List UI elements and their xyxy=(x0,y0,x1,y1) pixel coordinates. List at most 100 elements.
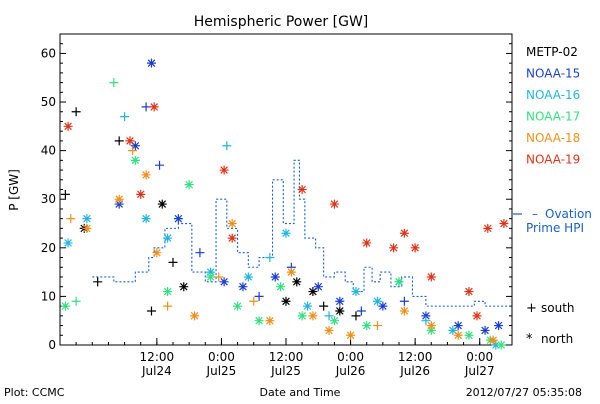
obs-marker-north xyxy=(335,306,345,316)
obs-marker-north xyxy=(227,233,237,243)
observations-layer xyxy=(60,58,509,350)
y-tick-label: 20 xyxy=(41,241,56,255)
obs-marker-north xyxy=(453,330,463,340)
obs-marker-north xyxy=(362,238,372,248)
obs-marker-north xyxy=(329,316,339,326)
obs-marker-north xyxy=(491,340,501,350)
obs-marker-north xyxy=(265,316,275,326)
y-tick-label: 60 xyxy=(41,46,56,60)
obs-marker-north xyxy=(206,272,216,282)
x-tick-date: Jul26 xyxy=(399,364,430,378)
plot-timestamp: 2012/07/27 05:35:08 xyxy=(466,386,582,399)
x-tick-date: Jul25 xyxy=(206,364,237,378)
obs-marker-north xyxy=(448,325,458,335)
obs-marker-south xyxy=(214,272,224,282)
legend: METP-02 NOAA-15 NOAA-16 NOAA-17 NOAA-18 NOAA-… xyxy=(526,45,580,167)
obs-marker-north xyxy=(281,228,291,238)
obs-marker-south xyxy=(128,146,138,156)
model-series-layer xyxy=(92,159,512,307)
x-tick-time: 0:00 xyxy=(466,350,493,364)
obs-marker-north xyxy=(163,287,173,297)
x-axis-label: Date and Time xyxy=(260,386,341,399)
y-axis: 0 10 20 30 40 50 60 xyxy=(41,33,512,352)
obs-marker-north xyxy=(297,311,307,321)
obs-marker-north xyxy=(173,214,183,224)
obs-marker-south xyxy=(265,253,275,263)
model-legend: – Ovation Prime HPI xyxy=(513,207,592,235)
model-legend-dash: – xyxy=(532,207,538,221)
obs-marker-north xyxy=(146,58,156,68)
obs-marker-south xyxy=(356,306,366,316)
legend-entry: NOAA-18 xyxy=(526,131,580,145)
obs-marker-north xyxy=(82,214,92,224)
obs-marker-north xyxy=(233,301,243,311)
obs-marker-north xyxy=(410,243,420,253)
obs-marker-north xyxy=(114,194,124,204)
obs-marker-north xyxy=(190,311,200,321)
obs-marker-south xyxy=(372,321,382,331)
legend-entry: NOAA-19 xyxy=(526,153,580,167)
obs-marker-south xyxy=(120,112,130,122)
obs-marker-north xyxy=(346,330,356,340)
legend-entry: METP-02 xyxy=(526,45,578,59)
obs-marker-south xyxy=(195,248,205,258)
obs-marker-south xyxy=(351,311,361,321)
obs-marker-south xyxy=(319,301,329,311)
obs-marker-north xyxy=(254,316,264,326)
obs-marker-north xyxy=(206,267,216,277)
obs-marker-south xyxy=(222,141,232,151)
obs-marker-south xyxy=(155,160,165,170)
obs-marker-north xyxy=(494,321,504,331)
obs-marker-north xyxy=(464,330,474,340)
chart-title: Hemispheric Power [GW] xyxy=(194,14,369,30)
obs-marker-south xyxy=(254,291,264,301)
obs-marker-north xyxy=(372,296,382,306)
obs-marker-north xyxy=(303,301,313,311)
obs-marker-north xyxy=(179,282,189,292)
obs-marker-north xyxy=(63,238,73,248)
obs-marker-north xyxy=(426,272,436,282)
obs-marker-north xyxy=(324,325,334,335)
marker-legend-label: north xyxy=(541,332,573,346)
model-legend-line1: Ovation xyxy=(545,207,592,221)
obs-marker-north xyxy=(243,272,253,282)
obs-marker-north xyxy=(163,233,173,243)
x-tick-time: 12:00 xyxy=(398,350,433,364)
marker-legend-label: south xyxy=(541,301,575,315)
y-tick-label: 50 xyxy=(41,95,56,109)
obs-marker-south xyxy=(71,296,81,306)
obs-marker-south xyxy=(168,257,178,267)
legend-entry: NOAA-15 xyxy=(526,67,580,81)
obs-marker-south xyxy=(141,102,151,112)
obs-marker-north xyxy=(141,214,151,224)
obs-marker-north xyxy=(184,180,194,190)
marker-legend: + south * north xyxy=(526,301,575,347)
obs-marker-north xyxy=(335,296,345,306)
legend-entry: NOAA-17 xyxy=(526,110,580,124)
obs-marker-south xyxy=(146,306,156,316)
obs-marker-north xyxy=(130,155,140,165)
obs-marker-north xyxy=(227,219,237,229)
obs-marker-north xyxy=(351,287,361,297)
obs-marker-north xyxy=(141,170,151,180)
y-axis-label: P [GW] xyxy=(7,169,21,211)
obs-marker-north xyxy=(329,199,339,209)
x-tick-date: Jul25 xyxy=(270,364,301,378)
y-tick-label: 30 xyxy=(41,192,56,206)
obs-marker-north xyxy=(114,199,124,209)
obs-marker-north xyxy=(472,311,482,321)
obs-marker-north xyxy=(276,282,286,292)
obs-marker-north xyxy=(125,136,135,146)
obs-marker-north xyxy=(378,301,388,311)
obs-marker-south xyxy=(163,301,173,311)
x-tick-date: Jul27 xyxy=(464,364,495,378)
y-tick-label: 10 xyxy=(41,289,56,303)
y-tick-label: 40 xyxy=(41,144,56,158)
obs-marker-north xyxy=(421,311,431,321)
obs-marker-north xyxy=(499,219,509,229)
obs-marker-north xyxy=(219,165,229,175)
marker-legend-symbol: + xyxy=(526,301,537,316)
obs-marker-north xyxy=(308,287,318,297)
